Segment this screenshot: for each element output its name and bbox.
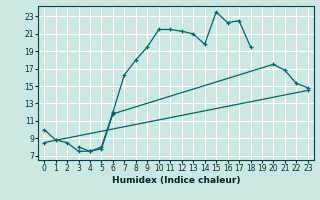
X-axis label: Humidex (Indice chaleur): Humidex (Indice chaleur) <box>112 176 240 185</box>
